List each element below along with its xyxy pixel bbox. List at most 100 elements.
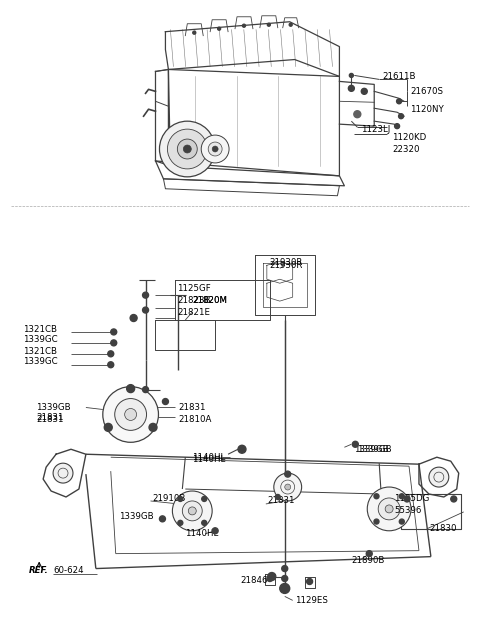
Circle shape (267, 23, 270, 26)
Circle shape (125, 408, 137, 421)
Circle shape (108, 362, 114, 368)
Text: 21831: 21831 (268, 496, 295, 505)
Circle shape (242, 24, 245, 27)
Text: 55396: 55396 (394, 507, 421, 516)
Circle shape (162, 399, 168, 404)
Text: 21831: 21831 (36, 415, 64, 424)
Circle shape (276, 494, 280, 500)
Circle shape (280, 583, 290, 593)
Circle shape (201, 135, 229, 163)
Circle shape (451, 496, 457, 502)
Text: 1321CB: 1321CB (23, 325, 57, 334)
Text: 1339GB: 1339GB (119, 512, 153, 521)
Circle shape (178, 139, 197, 159)
Circle shape (178, 496, 183, 502)
Circle shape (104, 423, 112, 431)
Circle shape (212, 528, 218, 534)
Text: 21611B: 21611B (382, 72, 416, 81)
Circle shape (149, 423, 157, 431)
Circle shape (399, 519, 404, 524)
Circle shape (366, 550, 372, 557)
Circle shape (115, 399, 146, 430)
Circle shape (238, 446, 246, 453)
Circle shape (193, 32, 196, 34)
Text: 21670S: 21670S (410, 87, 443, 96)
Circle shape (130, 314, 137, 322)
Circle shape (168, 129, 207, 169)
Circle shape (183, 145, 192, 153)
Text: 21810A: 21810A (179, 415, 212, 424)
Text: 21831: 21831 (179, 403, 206, 412)
Text: 1140HL: 1140HL (192, 455, 226, 464)
Circle shape (274, 473, 301, 501)
Text: 21890B: 21890B (351, 556, 385, 565)
Text: 60-624: 60-624 (53, 566, 84, 575)
Text: REF.: REF. (29, 566, 49, 575)
Circle shape (374, 519, 379, 524)
Text: 1140HL: 1140HL (185, 529, 218, 538)
Circle shape (349, 73, 353, 77)
Circle shape (202, 520, 207, 525)
Circle shape (267, 575, 273, 581)
Text: 22320: 22320 (392, 145, 420, 154)
Circle shape (159, 121, 215, 177)
Text: 21930R: 21930R (270, 261, 303, 270)
Text: 21930R: 21930R (270, 258, 303, 267)
Text: 21830: 21830 (429, 524, 456, 533)
Circle shape (378, 498, 400, 520)
Circle shape (108, 351, 114, 357)
Circle shape (127, 385, 134, 393)
Circle shape (285, 484, 291, 490)
Circle shape (429, 467, 449, 487)
Circle shape (188, 507, 196, 515)
Circle shape (111, 340, 117, 346)
Circle shape (385, 505, 393, 513)
Circle shape (268, 572, 276, 581)
Circle shape (208, 142, 222, 156)
Circle shape (282, 575, 288, 581)
Text: 1120NY: 1120NY (410, 105, 444, 114)
Circle shape (395, 123, 399, 129)
Text: 1339GB: 1339GB (354, 445, 389, 454)
Text: 1339GB: 1339GB (36, 403, 71, 412)
Text: 1339GB: 1339GB (357, 445, 392, 454)
Circle shape (172, 491, 212, 530)
Text: 1120KD: 1120KD (392, 132, 426, 141)
Circle shape (202, 496, 207, 502)
Text: 1125GF: 1125GF (178, 284, 211, 293)
Text: 21823B: 21823B (178, 296, 211, 305)
Circle shape (354, 111, 361, 118)
Circle shape (143, 292, 148, 298)
Circle shape (399, 494, 404, 499)
Circle shape (404, 496, 410, 502)
Circle shape (159, 516, 166, 522)
Text: 21831: 21831 (36, 413, 64, 422)
Circle shape (182, 501, 202, 521)
Circle shape (282, 566, 288, 572)
Circle shape (143, 386, 148, 393)
Circle shape (217, 27, 221, 30)
Text: 21821E: 21821E (178, 307, 210, 316)
Text: 1140HL: 1140HL (192, 453, 226, 462)
Text: 1339GC: 1339GC (23, 358, 58, 367)
Circle shape (361, 88, 367, 95)
Text: 1321CB: 1321CB (23, 347, 57, 356)
Circle shape (178, 520, 183, 525)
Circle shape (289, 23, 292, 26)
Text: 1123LJ: 1123LJ (361, 125, 391, 134)
Circle shape (53, 463, 73, 483)
Circle shape (374, 494, 379, 499)
Text: 21846: 21846 (240, 576, 267, 585)
Circle shape (285, 471, 291, 477)
Circle shape (352, 441, 358, 448)
Circle shape (103, 386, 158, 442)
Circle shape (348, 86, 354, 91)
Text: 21820M: 21820M (192, 296, 227, 305)
Text: 1125DG: 1125DG (394, 494, 430, 503)
Circle shape (143, 307, 148, 313)
Circle shape (398, 114, 404, 119)
Text: 21820M: 21820M (192, 296, 227, 305)
Circle shape (307, 579, 312, 584)
Text: 21910B: 21910B (153, 494, 186, 503)
Circle shape (212, 146, 218, 152)
